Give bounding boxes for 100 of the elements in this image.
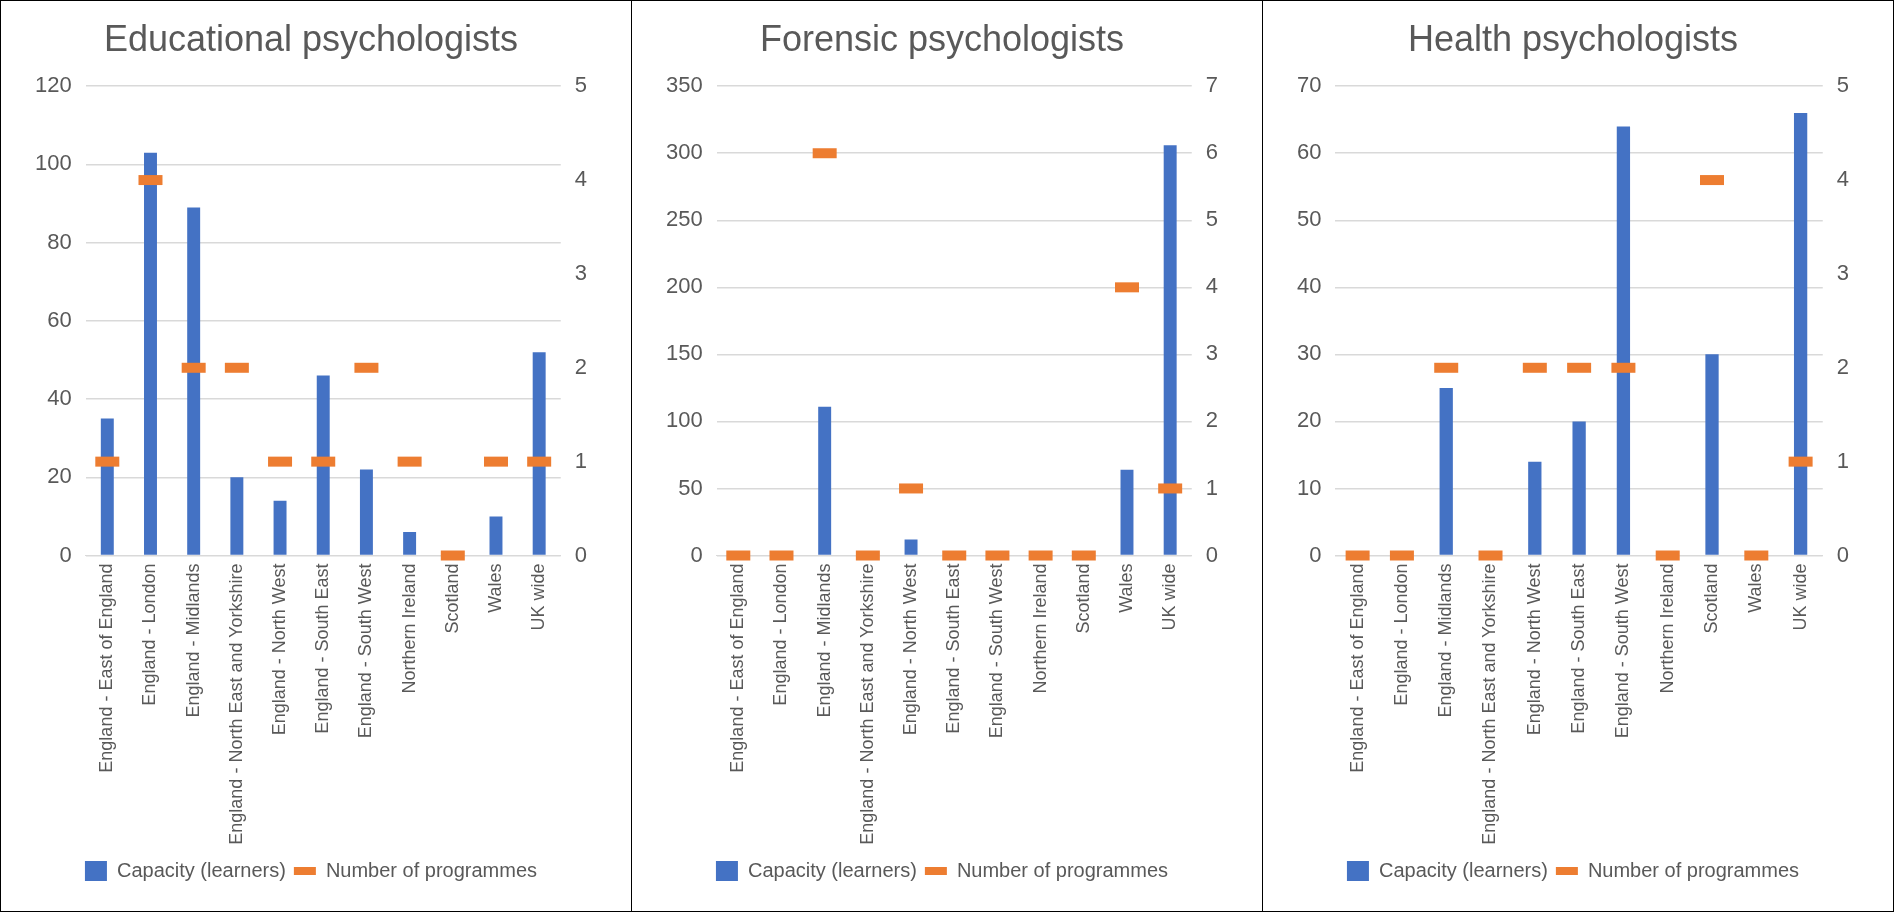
bar xyxy=(403,532,417,555)
y2-tick-label: 4 xyxy=(574,166,588,192)
x-tick-label: Scotland xyxy=(1700,563,1721,634)
y-tick-label: 50 xyxy=(678,474,703,500)
y-tick-label: 300 xyxy=(665,139,703,165)
y2-tick-label: 4 xyxy=(1205,273,1219,299)
bar xyxy=(1439,387,1453,555)
x-tick-label: England - East of England xyxy=(727,563,748,773)
bar xyxy=(904,539,918,555)
y2-tick-label: 5 xyxy=(1205,206,1219,232)
bar xyxy=(818,406,832,555)
y-tick-label: 20 xyxy=(47,463,72,489)
y2-tick-label: 5 xyxy=(574,72,588,98)
y-tick-label: 20 xyxy=(1296,407,1322,433)
x-tick-label: Wales xyxy=(1115,563,1136,613)
x-tick-label: England - South West xyxy=(986,563,1007,739)
y-tick-label: 10 xyxy=(1296,474,1322,500)
x-tick-label: Northern Ireland xyxy=(1029,563,1050,694)
y2-tick-label: 2 xyxy=(1205,407,1219,433)
y-tick-label: 0 xyxy=(59,541,72,567)
y2-tick-label: 0 xyxy=(1836,541,1850,567)
x-tick-label: England - Midlands xyxy=(1435,563,1456,718)
bar xyxy=(1120,469,1134,555)
legend-label: Number of programmes xyxy=(325,858,538,881)
bar xyxy=(144,152,157,555)
y2-tick-label: 0 xyxy=(574,541,588,567)
bar xyxy=(316,375,330,555)
x-tick-label: Scotland xyxy=(1072,563,1093,634)
chart-title: Forensic psychologists xyxy=(759,17,1125,59)
y-tick-label: 0 xyxy=(690,541,703,567)
bar xyxy=(1528,461,1542,555)
y-tick-label: 100 xyxy=(34,150,72,176)
x-tick-label: England - East of England xyxy=(1346,563,1367,773)
chart-title: Educational psychologists xyxy=(103,17,519,59)
x-tick-label: England - South East xyxy=(1568,563,1589,734)
x-tick-label: England - North East and Yorkshire xyxy=(225,563,246,845)
y-tick-label: 50 xyxy=(1296,206,1322,232)
y2-tick-label: 0 xyxy=(1205,541,1219,567)
bar xyxy=(230,477,244,555)
x-tick-label: England - Midlands xyxy=(182,563,203,718)
x-tick-label: England - South West xyxy=(355,563,376,739)
y2-tick-label: 2 xyxy=(1836,353,1850,379)
y2-tick-label: 5 xyxy=(1836,72,1850,98)
y-tick-label: 200 xyxy=(665,273,703,299)
x-tick-label: Wales xyxy=(484,563,505,613)
x-tick-label: England - North West xyxy=(269,563,290,736)
x-tick-label: England - South East xyxy=(312,563,333,734)
x-tick-label: UK wide xyxy=(1789,563,1810,631)
y2-tick-label: 6 xyxy=(1205,139,1219,165)
y-tick-label: 70 xyxy=(1296,72,1322,98)
y2-tick-label: 3 xyxy=(574,259,588,285)
x-tick-label: UK wide xyxy=(1159,563,1180,631)
x-tick-label: England - East of England xyxy=(96,563,117,773)
x-tick-label: England - North West xyxy=(1523,563,1544,736)
x-tick-label: Northern Ireland xyxy=(398,563,419,694)
bar xyxy=(532,352,546,555)
bar xyxy=(1793,113,1808,555)
x-tick-label: England - North East and Yorkshire xyxy=(856,563,877,845)
x-tick-label: England - London xyxy=(770,563,791,706)
bar xyxy=(489,516,503,555)
bar xyxy=(100,418,114,555)
bar xyxy=(1705,354,1719,555)
y-tick-label: 30 xyxy=(1296,340,1322,366)
y-tick-label: 40 xyxy=(1296,273,1322,299)
bar xyxy=(1572,421,1586,555)
y-tick-label: 40 xyxy=(47,385,72,411)
y-tick-label: 250 xyxy=(665,206,703,232)
y2-tick-label: 4 xyxy=(1836,166,1850,192)
x-tick-label: England - South West xyxy=(1612,563,1633,739)
x-tick-label: England - Midlands xyxy=(813,563,834,718)
y-tick-label: 80 xyxy=(47,228,72,254)
x-tick-label: Scotland xyxy=(441,563,462,634)
y-tick-label: 350 xyxy=(665,72,703,98)
x-tick-label: UK wide xyxy=(528,563,549,631)
chart-title: Health psychologists xyxy=(1407,17,1739,59)
y-tick-label: 60 xyxy=(1296,139,1322,165)
x-tick-label: England - London xyxy=(139,563,160,706)
legend-label: Number of programmes xyxy=(956,858,1169,881)
legend-label: Number of programmes xyxy=(1587,858,1800,881)
x-tick-label: England - South East xyxy=(943,563,964,734)
x-tick-label: England - North West xyxy=(900,563,921,736)
y2-tick-label: 1 xyxy=(1836,447,1850,473)
x-tick-label: England - North East and Yorkshire xyxy=(1479,563,1500,845)
bar xyxy=(187,207,201,555)
y2-tick-label: 3 xyxy=(1205,340,1219,366)
y2-tick-label: 1 xyxy=(574,447,588,473)
legend-label: Capacity (learners) xyxy=(116,858,286,881)
legend-label: Capacity (learners) xyxy=(747,858,917,881)
bar xyxy=(359,469,373,555)
y-tick-label: 0 xyxy=(1309,541,1322,567)
x-tick-label: England - London xyxy=(1390,563,1411,706)
y-tick-label: 60 xyxy=(47,306,72,332)
y-tick-label: 150 xyxy=(665,340,703,366)
y2-tick-label: 3 xyxy=(1836,259,1850,285)
bar xyxy=(1616,126,1631,555)
y2-tick-label: 7 xyxy=(1205,72,1219,98)
x-tick-label: Northern Ireland xyxy=(1656,563,1677,694)
y2-tick-label: 1 xyxy=(1205,474,1219,500)
bar xyxy=(1163,145,1177,555)
legend-label: Capacity (learners) xyxy=(1378,858,1548,881)
